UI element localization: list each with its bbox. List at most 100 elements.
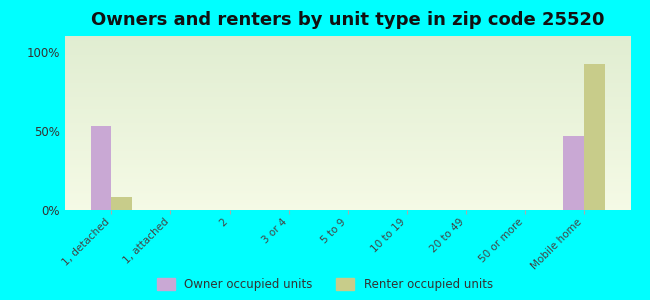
Bar (65, 40, 630, 41)
Bar (65, 168, 630, 170)
Bar (65, 191, 630, 193)
Bar (65, 57, 630, 58)
Bar (65, 81, 630, 83)
Bar (65, 109, 630, 111)
Bar (65, 50, 630, 52)
Bar (65, 92, 630, 93)
Bar (65, 58, 630, 60)
Bar (65, 97, 630, 99)
Bar (65, 106, 630, 107)
Bar (65, 99, 630, 100)
Bar (65, 196, 630, 198)
Bar (65, 182, 630, 184)
Bar (65, 111, 630, 112)
Bar (65, 62, 630, 64)
Bar (65, 146, 630, 147)
Bar (65, 46, 630, 48)
Bar (65, 60, 630, 62)
Bar (65, 74, 630, 76)
Bar (65, 154, 630, 156)
Bar (65, 140, 630, 142)
Bar (65, 130, 630, 132)
Bar (65, 189, 630, 191)
Bar (65, 118, 630, 119)
Bar (65, 95, 630, 97)
Bar (584, 64, 604, 210)
Bar (65, 135, 630, 137)
Bar (65, 53, 630, 55)
Bar (91, 126, 111, 210)
Bar (65, 127, 630, 128)
Bar (65, 100, 630, 102)
Bar (65, 167, 630, 168)
Bar (65, 186, 630, 188)
Bar (65, 112, 630, 114)
Bar (65, 188, 630, 189)
Bar (65, 104, 630, 106)
Bar (65, 55, 630, 57)
Bar (65, 142, 630, 144)
Bar (65, 52, 630, 53)
Bar (65, 107, 630, 109)
Bar (65, 45, 630, 46)
Bar (65, 38, 630, 40)
Bar (65, 73, 630, 74)
Bar (65, 198, 630, 200)
Bar (65, 163, 630, 165)
Bar (65, 206, 630, 208)
Bar (65, 85, 630, 86)
Bar (65, 48, 630, 50)
Bar (65, 160, 630, 161)
Bar (65, 116, 630, 118)
Bar (65, 125, 630, 127)
Bar (65, 76, 630, 78)
Bar (65, 177, 630, 179)
Bar (65, 121, 630, 123)
Bar (65, 67, 630, 69)
Bar (65, 156, 630, 158)
Bar (65, 93, 630, 95)
Legend: Owner occupied units, Renter occupied units: Owner occupied units, Renter occupied un… (157, 278, 493, 291)
Bar (65, 179, 630, 180)
Bar (65, 200, 630, 201)
Bar (65, 165, 630, 167)
Bar (65, 153, 630, 154)
Bar (65, 41, 630, 43)
Bar (65, 123, 630, 125)
Bar (65, 194, 630, 196)
Bar (65, 36, 630, 38)
Bar (65, 137, 630, 139)
Bar (65, 144, 630, 146)
Bar (65, 158, 630, 160)
Bar (65, 173, 630, 175)
Bar (65, 119, 630, 121)
Bar (65, 78, 630, 80)
Bar (65, 83, 630, 85)
Bar (564, 136, 584, 210)
Bar (65, 88, 630, 90)
Bar (65, 128, 630, 130)
Bar (65, 208, 630, 210)
Bar (65, 193, 630, 194)
Bar (65, 69, 630, 71)
Bar (65, 175, 630, 177)
Title: Owners and renters by unit type in zip code 25520: Owners and renters by unit type in zip c… (91, 11, 604, 29)
Bar (65, 184, 630, 186)
Bar (65, 132, 630, 134)
Bar (65, 203, 630, 205)
Bar (65, 161, 630, 163)
Bar (111, 197, 132, 210)
Bar (65, 180, 630, 182)
Bar (65, 66, 630, 67)
Bar (65, 151, 630, 153)
Bar (65, 64, 630, 66)
Bar (65, 71, 630, 73)
Bar (65, 80, 630, 81)
Bar (65, 201, 630, 203)
Bar (65, 172, 630, 173)
Bar (65, 149, 630, 151)
Bar (65, 90, 630, 92)
Bar (65, 147, 630, 149)
Bar (65, 170, 630, 172)
Bar (65, 134, 630, 135)
